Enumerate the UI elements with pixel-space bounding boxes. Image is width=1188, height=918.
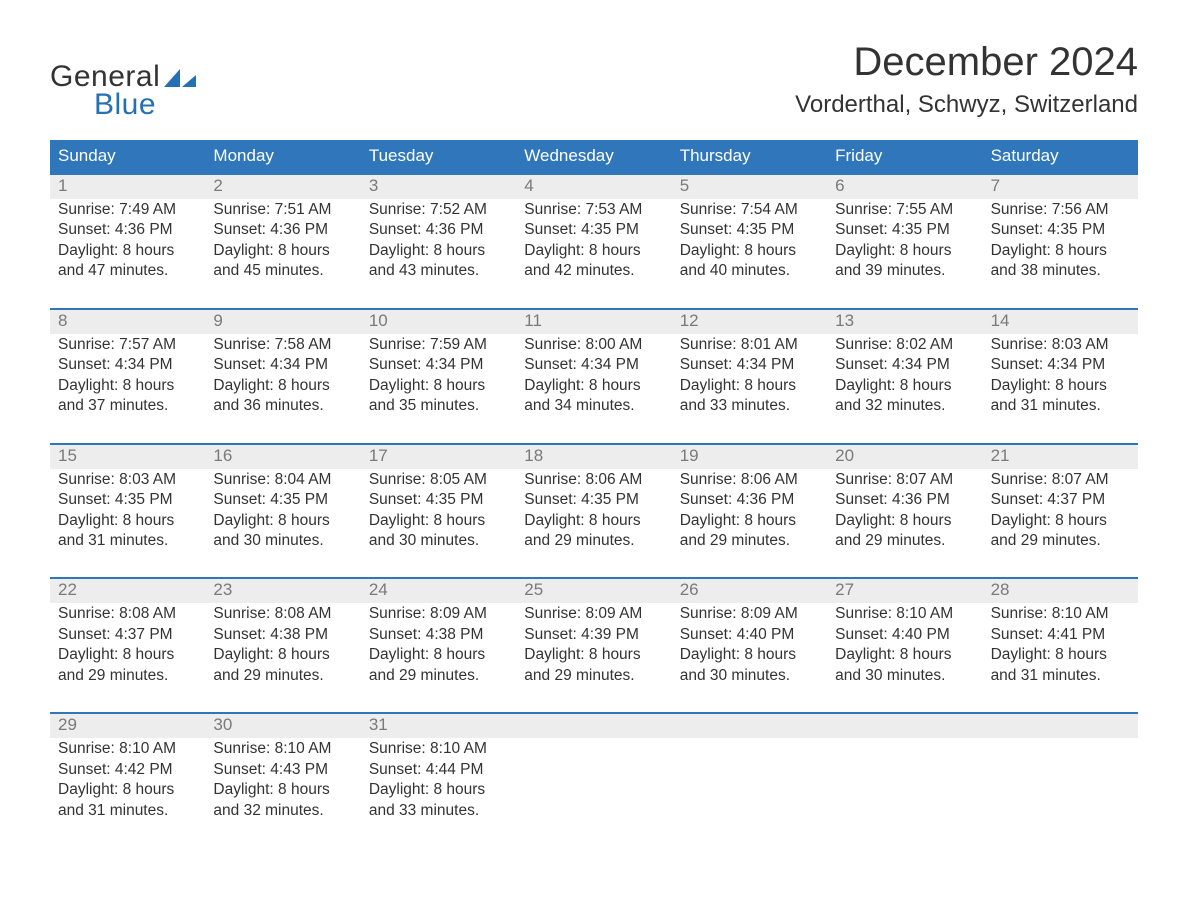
calendar-week: 891011121314Sunrise: 7:57 AM Sunset: 4:3… bbox=[50, 308, 1138, 441]
page-title: December 2024 bbox=[795, 40, 1138, 85]
day-number: 1 bbox=[50, 175, 205, 199]
brand-sail-icon bbox=[162, 67, 198, 94]
brand-logo: General Blue bbox=[50, 40, 198, 122]
calendar-week: 1234567Sunrise: 7:49 AM Sunset: 4:36 PM … bbox=[50, 173, 1138, 306]
calendar-week: 22232425262728Sunrise: 8:08 AM Sunset: 4… bbox=[50, 577, 1138, 710]
calendar-table: SundayMondayTuesdayWednesdayThursdayFrid… bbox=[50, 140, 1138, 845]
weekday-header: Friday bbox=[827, 140, 982, 173]
day-number bbox=[672, 714, 827, 738]
day-cell: Sunrise: 8:04 AM Sunset: 4:35 PM Dayligh… bbox=[205, 469, 360, 576]
day-number: 24 bbox=[361, 579, 516, 603]
day-cell: Sunrise: 7:54 AM Sunset: 4:35 PM Dayligh… bbox=[672, 199, 827, 306]
day-number: 17 bbox=[361, 445, 516, 469]
day-number: 5 bbox=[672, 175, 827, 199]
day-number-row: 891011121314 bbox=[50, 310, 1138, 334]
day-cell: Sunrise: 8:07 AM Sunset: 4:37 PM Dayligh… bbox=[983, 469, 1138, 576]
day-number: 19 bbox=[672, 445, 827, 469]
weekday-header: Thursday bbox=[672, 140, 827, 173]
day-number: 28 bbox=[983, 579, 1138, 603]
day-number: 20 bbox=[827, 445, 982, 469]
day-cell: Sunrise: 8:03 AM Sunset: 4:35 PM Dayligh… bbox=[50, 469, 205, 576]
day-number: 6 bbox=[827, 175, 982, 199]
day-body-row: Sunrise: 8:03 AM Sunset: 4:35 PM Dayligh… bbox=[50, 469, 1138, 576]
day-cell: Sunrise: 8:00 AM Sunset: 4:34 PM Dayligh… bbox=[516, 334, 671, 441]
day-cell: Sunrise: 8:03 AM Sunset: 4:34 PM Dayligh… bbox=[983, 334, 1138, 441]
day-number bbox=[516, 714, 671, 738]
day-cell: Sunrise: 8:06 AM Sunset: 4:36 PM Dayligh… bbox=[672, 469, 827, 576]
calendar-week: 15161718192021Sunrise: 8:03 AM Sunset: 4… bbox=[50, 443, 1138, 576]
day-cell: Sunrise: 7:58 AM Sunset: 4:34 PM Dayligh… bbox=[205, 334, 360, 441]
day-number: 12 bbox=[672, 310, 827, 334]
day-number: 11 bbox=[516, 310, 671, 334]
weekday-header: Tuesday bbox=[361, 140, 516, 173]
day-number-row: 293031 bbox=[50, 714, 1138, 738]
day-number: 27 bbox=[827, 579, 982, 603]
day-cell: Sunrise: 8:06 AM Sunset: 4:35 PM Dayligh… bbox=[516, 469, 671, 576]
calendar-week: 293031Sunrise: 8:10 AM Sunset: 4:42 PM D… bbox=[50, 712, 1138, 845]
day-cell: Sunrise: 8:10 AM Sunset: 4:42 PM Dayligh… bbox=[50, 738, 205, 845]
day-number: 8 bbox=[50, 310, 205, 334]
day-cell: Sunrise: 8:09 AM Sunset: 4:40 PM Dayligh… bbox=[672, 603, 827, 710]
day-cell: Sunrise: 8:05 AM Sunset: 4:35 PM Dayligh… bbox=[361, 469, 516, 576]
day-number-row: 22232425262728 bbox=[50, 579, 1138, 603]
day-cell: Sunrise: 7:51 AM Sunset: 4:36 PM Dayligh… bbox=[205, 199, 360, 306]
day-number: 3 bbox=[361, 175, 516, 199]
weekday-header: Sunday bbox=[50, 140, 205, 173]
day-cell: Sunrise: 8:10 AM Sunset: 4:43 PM Dayligh… bbox=[205, 738, 360, 845]
day-cell: Sunrise: 8:09 AM Sunset: 4:39 PM Dayligh… bbox=[516, 603, 671, 710]
day-number: 16 bbox=[205, 445, 360, 469]
day-body-row: Sunrise: 8:08 AM Sunset: 4:37 PM Dayligh… bbox=[50, 603, 1138, 710]
day-body-row: Sunrise: 8:10 AM Sunset: 4:42 PM Dayligh… bbox=[50, 738, 1138, 845]
day-number-row: 15161718192021 bbox=[50, 445, 1138, 469]
day-number: 23 bbox=[205, 579, 360, 603]
day-cell: Sunrise: 8:01 AM Sunset: 4:34 PM Dayligh… bbox=[672, 334, 827, 441]
day-number bbox=[983, 714, 1138, 738]
day-number: 4 bbox=[516, 175, 671, 199]
day-number: 29 bbox=[50, 714, 205, 738]
day-cell: Sunrise: 8:10 AM Sunset: 4:41 PM Dayligh… bbox=[983, 603, 1138, 710]
day-number: 26 bbox=[672, 579, 827, 603]
weekday-header: Monday bbox=[205, 140, 360, 173]
day-cell: Sunrise: 7:49 AM Sunset: 4:36 PM Dayligh… bbox=[50, 199, 205, 306]
day-body-row: Sunrise: 7:57 AM Sunset: 4:34 PM Dayligh… bbox=[50, 334, 1138, 441]
day-body-row: Sunrise: 7:49 AM Sunset: 4:36 PM Dayligh… bbox=[50, 199, 1138, 306]
day-number: 25 bbox=[516, 579, 671, 603]
day-cell: Sunrise: 8:08 AM Sunset: 4:38 PM Dayligh… bbox=[205, 603, 360, 710]
weekday-header: Wednesday bbox=[516, 140, 671, 173]
day-cell: Sunrise: 8:10 AM Sunset: 4:40 PM Dayligh… bbox=[827, 603, 982, 710]
calendar-header-row: SundayMondayTuesdayWednesdayThursdayFrid… bbox=[50, 140, 1138, 173]
day-cell: Sunrise: 7:57 AM Sunset: 4:34 PM Dayligh… bbox=[50, 334, 205, 441]
day-number: 13 bbox=[827, 310, 982, 334]
day-cell: Sunrise: 7:56 AM Sunset: 4:35 PM Dayligh… bbox=[983, 199, 1138, 306]
day-cell bbox=[983, 738, 1138, 845]
day-number: 31 bbox=[361, 714, 516, 738]
day-number: 2 bbox=[205, 175, 360, 199]
day-cell: Sunrise: 7:59 AM Sunset: 4:34 PM Dayligh… bbox=[361, 334, 516, 441]
day-cell: Sunrise: 8:08 AM Sunset: 4:37 PM Dayligh… bbox=[50, 603, 205, 710]
day-cell: Sunrise: 7:52 AM Sunset: 4:36 PM Dayligh… bbox=[361, 199, 516, 306]
day-number: 22 bbox=[50, 579, 205, 603]
day-cell bbox=[516, 738, 671, 845]
day-number-row: 1234567 bbox=[50, 175, 1138, 199]
location-text: Vorderthal, Schwyz, Switzerland bbox=[795, 91, 1138, 119]
day-number: 10 bbox=[361, 310, 516, 334]
day-number bbox=[827, 714, 982, 738]
day-cell: Sunrise: 8:07 AM Sunset: 4:36 PM Dayligh… bbox=[827, 469, 982, 576]
weekday-header: Saturday bbox=[983, 140, 1138, 173]
day-number: 21 bbox=[983, 445, 1138, 469]
day-cell bbox=[827, 738, 982, 845]
day-cell: Sunrise: 8:02 AM Sunset: 4:34 PM Dayligh… bbox=[827, 334, 982, 441]
day-number: 14 bbox=[983, 310, 1138, 334]
day-cell: Sunrise: 7:55 AM Sunset: 4:35 PM Dayligh… bbox=[827, 199, 982, 306]
day-number: 7 bbox=[983, 175, 1138, 199]
day-number: 9 bbox=[205, 310, 360, 334]
day-cell: Sunrise: 8:09 AM Sunset: 4:38 PM Dayligh… bbox=[361, 603, 516, 710]
day-cell: Sunrise: 8:10 AM Sunset: 4:44 PM Dayligh… bbox=[361, 738, 516, 845]
day-number: 18 bbox=[516, 445, 671, 469]
day-number: 30 bbox=[205, 714, 360, 738]
day-cell bbox=[672, 738, 827, 845]
day-cell: Sunrise: 7:53 AM Sunset: 4:35 PM Dayligh… bbox=[516, 199, 671, 306]
day-number: 15 bbox=[50, 445, 205, 469]
